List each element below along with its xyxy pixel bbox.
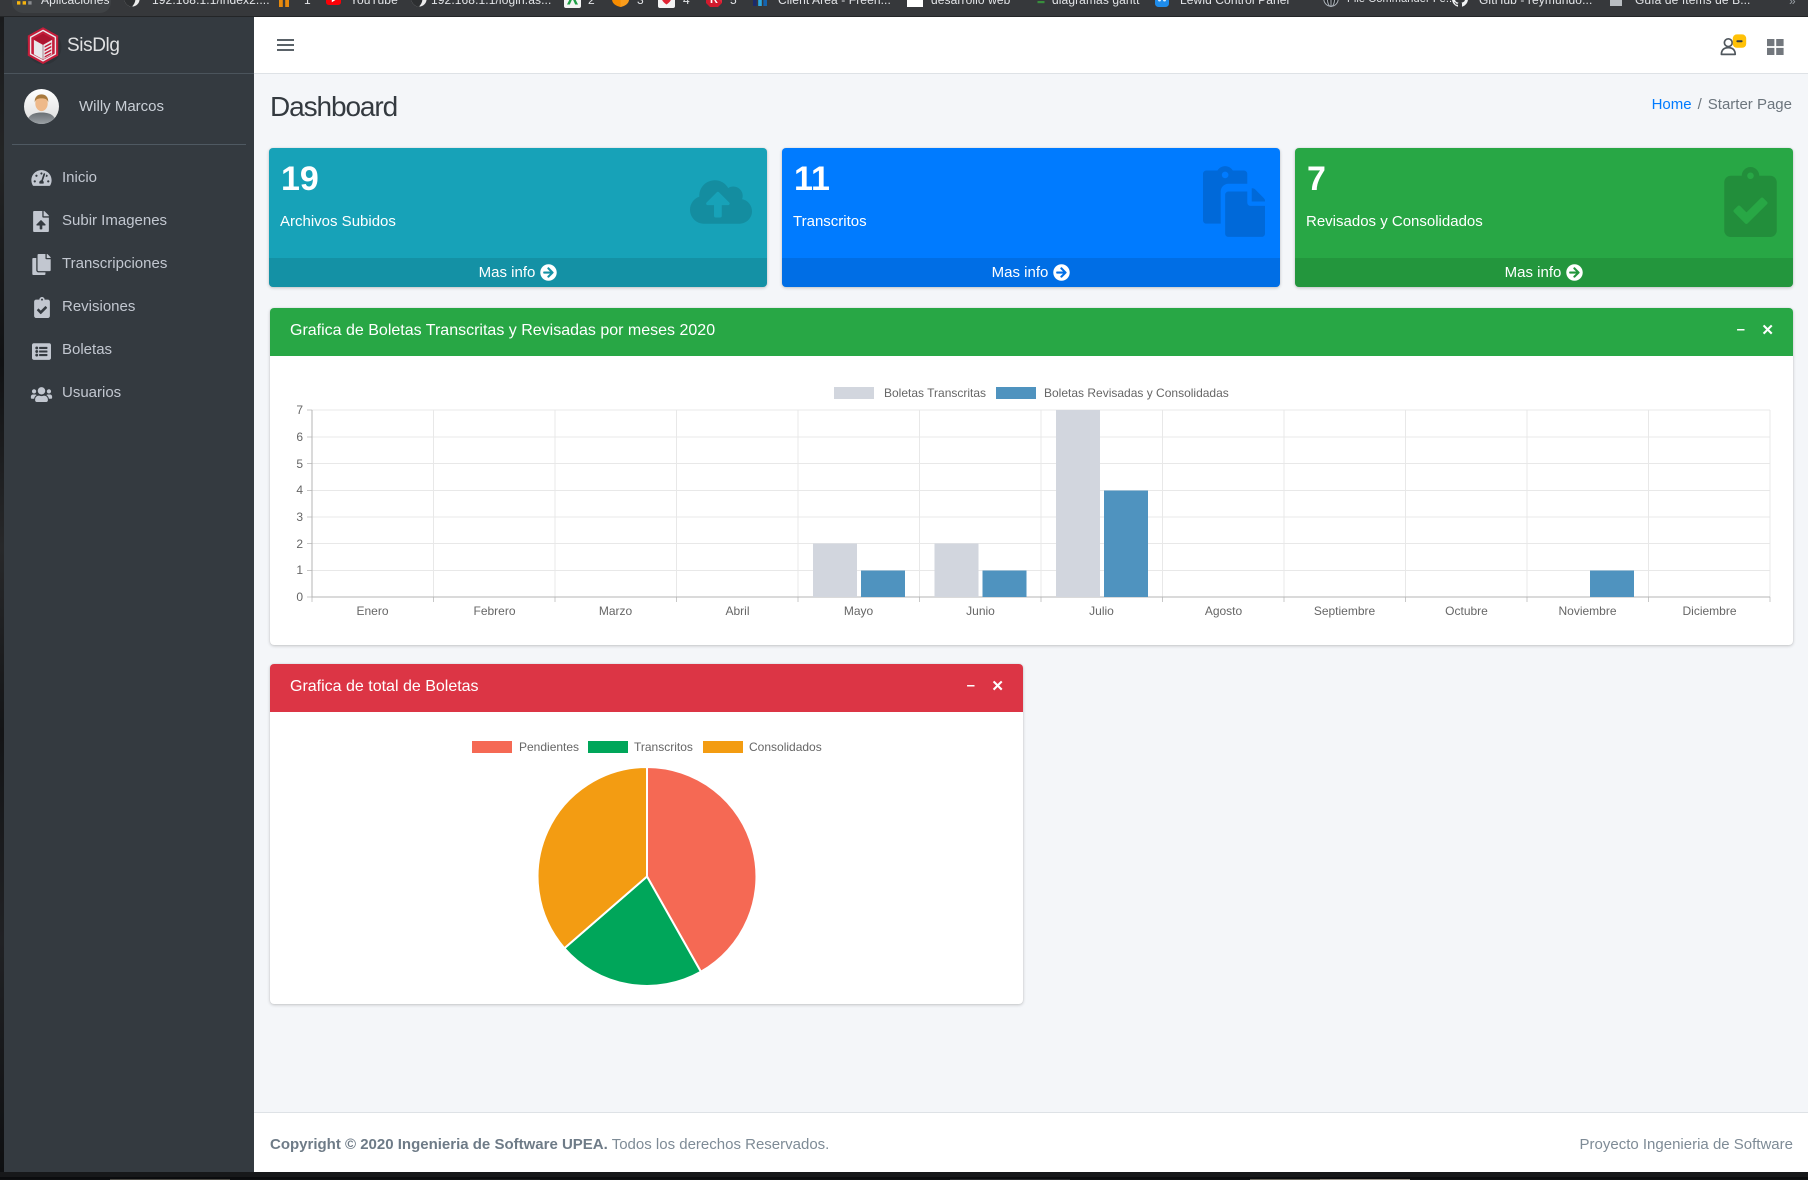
svg-text:R: R — [710, 0, 718, 6]
